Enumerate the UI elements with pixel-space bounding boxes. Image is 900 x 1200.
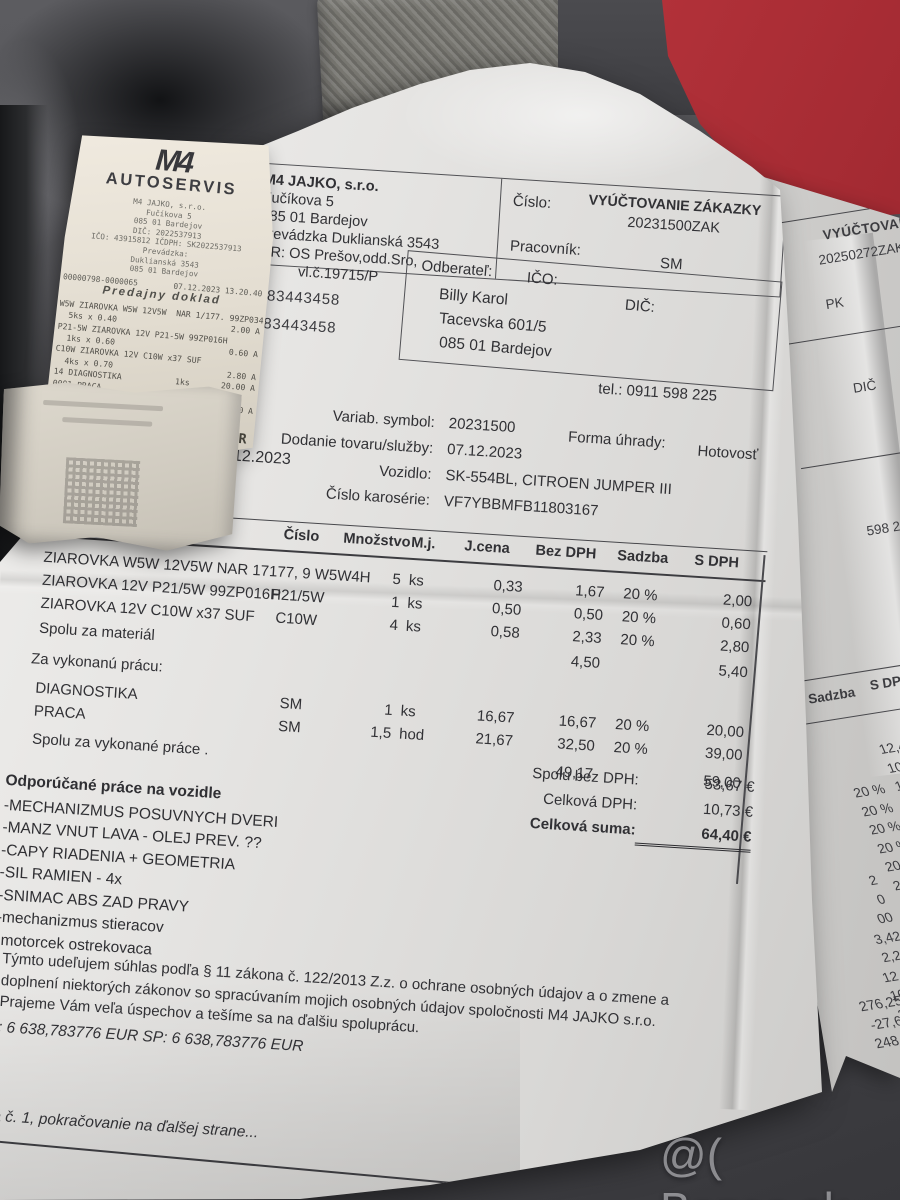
receipt-line-amount <box>251 417 252 428</box>
receipt-line-amount: 2.00 A <box>230 323 261 337</box>
faded-text-smudge <box>62 417 152 427</box>
bazos-watermark: @( Bazos.sk <box>660 1129 847 1200</box>
receipt-line-amount: 0.60 A <box>228 346 259 360</box>
paper-bottom-shade <box>0 980 520 1200</box>
receipt-line-amount <box>256 361 257 372</box>
receipt-line-amount <box>258 338 259 349</box>
qr-code <box>63 457 140 527</box>
faded-text-smudge <box>43 400 163 411</box>
receipt-torn-piece <box>0 376 242 554</box>
receipt-company-lines: M4 JAJKO, s.r.o. Fučíkova 5 085 01 Barde… <box>58 191 276 286</box>
receipt-line-amount <box>253 395 254 406</box>
